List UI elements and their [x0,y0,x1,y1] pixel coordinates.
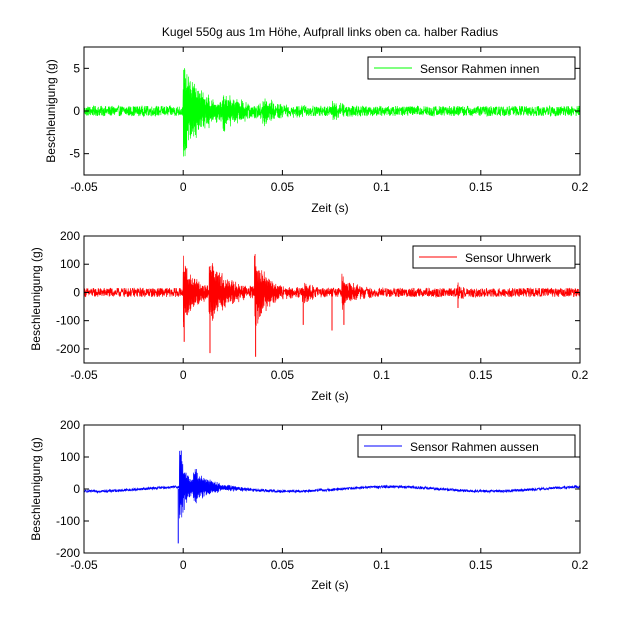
subplot-1-legend-label: Sensor Rahmen innen [420,62,539,76]
subplot-1-legend-box [367,56,576,80]
y-tick-label: 0 [73,104,80,118]
x-tick-label: 0.2 [572,368,589,382]
subplot-2-x-ticks: -0.05 0 0.05 0.1 0.15 0.2 [70,236,589,382]
y-tick-label: -200 [56,546,80,560]
figure-title: Kugel 550g aus 1m Höhe, Aufprall links o… [162,25,498,39]
subplot-2-legend-box [412,245,576,269]
x-tick-label: 0.2 [572,558,589,572]
x-tick-label: 0.05 [271,558,295,572]
series-line-1 [83,68,581,157]
subplot-3: -0.05 0 0.05 0.1 0.15 0.2 -200 -100 0 100 200 Zei… [29,418,589,592]
subplot-2-xlabel: Zeit (s) [311,389,348,403]
subplot-3-signal [83,450,581,544]
x-tick-label: 0.2 [572,180,589,194]
series-line-2 [83,253,581,328]
x-tick-label: 0.15 [469,368,493,382]
series-line-3 [83,450,581,519]
x-tick-label: 0.15 [469,558,493,572]
y-tick-label: -100 [56,314,80,328]
x-tick-label: 0.05 [271,368,295,382]
subplot-2-ylabel: Beschleunigung (g) [29,247,43,350]
y-tick-label: -5 [69,147,80,161]
subplot-1-signal [83,68,581,157]
x-tick-label: 0 [180,180,187,194]
y-tick-label: -200 [56,342,80,356]
y-tick-label: 5 [73,61,80,75]
y-tick-label: 0 [73,482,80,496]
subplot-3-legend: Sensor Rahmen aussen [357,434,576,458]
x-tick-label: -0.05 [70,368,98,382]
y-tick-label: -100 [56,514,80,528]
x-tick-label: -0.05 [70,180,98,194]
x-tick-label: 0.15 [469,180,493,194]
subplot-1-ylabel: Beschleunigung (g) [44,59,58,162]
x-tick-label: 0 [180,558,187,572]
x-tick-label: 0 [180,368,187,382]
x-tick-label: -0.05 [70,558,98,572]
y-tick-label: 100 [60,450,80,464]
x-tick-label: 0.1 [373,180,390,194]
subplot-3-x-ticks: -0.05 0 0.05 0.1 0.15 0.2 [70,425,589,572]
subplot-3-legend-label: Sensor Rahmen aussen [410,440,539,454]
subplot-2-frame [83,235,581,364]
x-tick-label: 0.05 [271,180,295,194]
subplot-3-legend-box [357,434,576,458]
x-tick-label: 0.1 [373,558,390,572]
y-tick-label: 0 [73,285,80,299]
subplot-3-ylabel: Beschleunigung (g) [29,437,43,540]
subplot-2-legend-label: Sensor Uhrwerk [465,251,552,265]
subplot-2-y-ticks: -200 -100 0 100 200 [56,229,580,356]
subplot-1-y-ticks: -5 0 5 [69,61,580,161]
subplot-1-legend: Sensor Rahmen innen [367,56,576,80]
subplot-1: -0.05 0 0.05 0.1 0.15 0.2 -5 0 5 Zeit (s) Besch… [44,46,589,215]
x-tick-label: 0.1 [373,368,390,382]
subplot-1-x-ticks: -0.05 0 0.05 0.1 0.15 0.2 [70,47,589,194]
y-tick-label: 200 [60,229,80,243]
subplot-2-signal [83,253,581,357]
subplot-1-xlabel: Zeit (s) [311,201,348,215]
subplot-3-y-ticks: -200 -100 0 100 200 [56,418,580,560]
y-tick-label: 200 [60,418,80,432]
y-tick-label: 100 [60,257,80,271]
subplot-2-legend: Sensor Uhrwerk [412,245,576,269]
subplot-3-xlabel: Zeit (s) [311,578,348,592]
subplot-2: -0.05 0 0.05 0.1 0.15 0.2 -200 -100 0 100 200 Zei… [29,229,589,403]
